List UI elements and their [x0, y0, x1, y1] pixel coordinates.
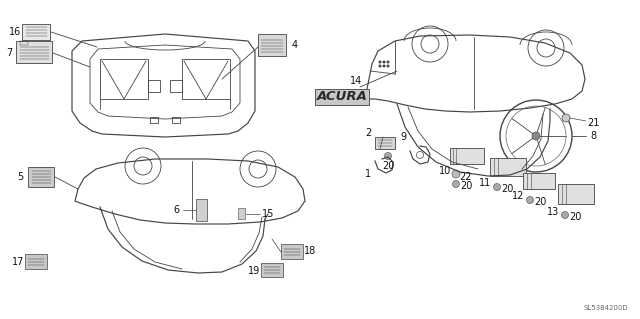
Circle shape	[452, 181, 460, 188]
Text: 4: 4	[292, 40, 298, 50]
Bar	[558, 184, 594, 204]
Bar	[450, 148, 484, 164]
Text: 16: 16	[9, 27, 21, 37]
Text: 20: 20	[501, 184, 513, 194]
Circle shape	[385, 152, 392, 160]
Text: 14: 14	[350, 76, 362, 86]
Circle shape	[562, 114, 570, 122]
Bar	[523, 173, 555, 189]
Bar	[22, 24, 50, 40]
Text: 13: 13	[547, 207, 559, 217]
Circle shape	[383, 61, 385, 63]
Bar	[148, 80, 160, 92]
Text: SL5384200D: SL5384200D	[584, 305, 628, 311]
Text: 12: 12	[512, 191, 524, 201]
Bar	[261, 263, 283, 277]
Circle shape	[493, 183, 500, 190]
Text: 15: 15	[262, 209, 274, 219]
Bar	[238, 208, 245, 219]
Text: 11: 11	[479, 178, 491, 188]
Text: 7: 7	[6, 48, 12, 58]
Circle shape	[452, 170, 460, 178]
Circle shape	[387, 61, 390, 63]
Text: 6: 6	[173, 205, 179, 215]
Bar	[150, 117, 158, 123]
Bar	[25, 254, 47, 269]
Circle shape	[561, 211, 568, 219]
Bar	[375, 137, 395, 149]
Bar	[28, 167, 54, 187]
Text: ACURA: ACURA	[317, 91, 367, 103]
Text: 2: 2	[365, 128, 371, 138]
Text: 1: 1	[365, 169, 371, 179]
Bar	[182, 59, 230, 99]
Text: 19: 19	[248, 266, 260, 276]
Text: 20: 20	[534, 197, 546, 207]
Text: 18: 18	[304, 246, 316, 256]
Circle shape	[378, 64, 381, 68]
Circle shape	[378, 61, 381, 63]
Text: 17: 17	[12, 257, 24, 267]
Circle shape	[383, 64, 385, 68]
Text: 20: 20	[569, 212, 581, 222]
Text: 10: 10	[439, 166, 451, 176]
Text: 20: 20	[382, 161, 394, 171]
Circle shape	[532, 132, 540, 140]
Bar	[170, 80, 182, 92]
Text: 8: 8	[590, 131, 596, 141]
Bar	[100, 59, 148, 99]
Bar	[258, 34, 286, 56]
Bar	[490, 158, 526, 176]
Text: 20: 20	[460, 181, 472, 191]
Text: 22: 22	[460, 172, 472, 182]
Circle shape	[527, 197, 534, 204]
Bar	[281, 244, 303, 259]
Bar	[20, 41, 28, 45]
Text: 9: 9	[400, 132, 406, 142]
Circle shape	[387, 64, 390, 68]
Text: 5: 5	[17, 172, 23, 182]
Text: 21: 21	[587, 118, 599, 128]
Bar	[196, 199, 207, 221]
Bar	[16, 41, 52, 63]
Bar	[172, 117, 180, 123]
